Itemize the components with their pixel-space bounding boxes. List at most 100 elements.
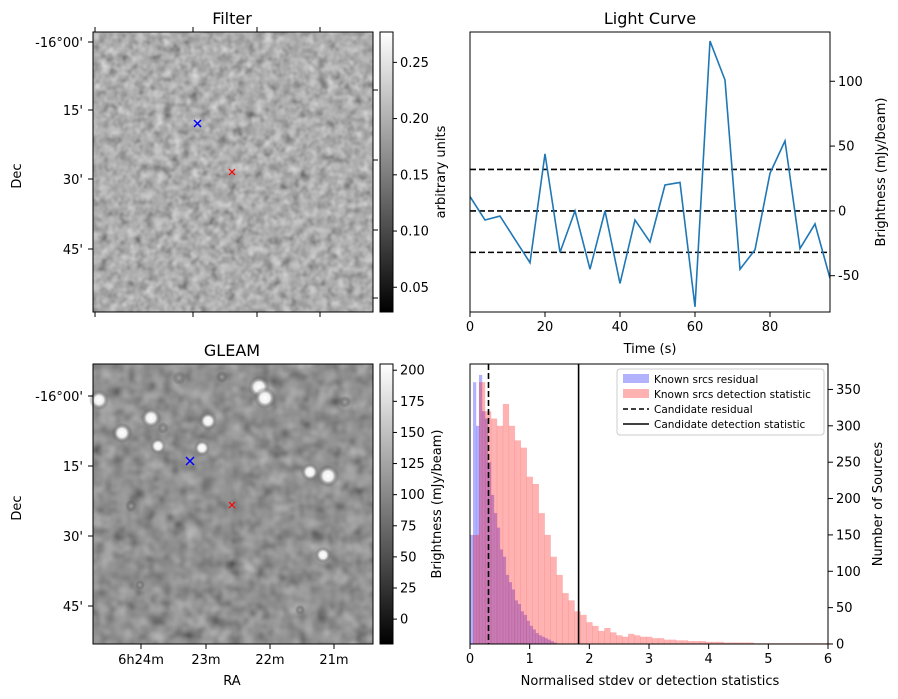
filter-dec-tick: -16°00' [35,36,83,51]
detection-bar [502,404,510,644]
gleam-colorbar-label: Brightness (mJy/beam) [430,430,445,579]
gleam-source [339,396,351,408]
y-tick-label: 0 [838,204,846,219]
detection-bar [687,641,695,644]
gleam-source [125,500,137,512]
colorbar-tick-label: 175 [400,395,425,410]
gleam-dec-tick: 30' [63,530,83,545]
gleam-ra-tick: 22m [255,653,284,668]
gleam-panel: GLEAM [10,341,445,689]
detection-bar [747,642,754,644]
colorbar-tick-label: 0.20 [400,112,429,127]
gleam-source [194,440,210,456]
gleam-source [295,605,305,615]
histogram-x-ticks: 0 1 2 3 4 5 6 [466,644,832,667]
filter-colorbar-ticks: 0.25 0.20 0.15 0.10 0.05 [393,56,429,296]
detection-bar [741,642,748,644]
detection-bar [544,534,551,644]
light-curve-title: Light Curve [604,9,696,28]
colorbar-tick-label: 50 [400,550,417,565]
gleam-source [89,390,109,410]
detection-bar [598,630,605,644]
x-tick-label: 0 [466,320,474,335]
residual-bar [470,534,474,644]
residual-bar [514,600,519,644]
x-tick-label: 3 [645,652,653,667]
detection-bar [616,635,623,644]
residual-bar [544,638,548,644]
x-tick-label: 60 [687,320,704,335]
x-tick-label: 5 [764,652,772,667]
gleam-source [141,408,161,428]
y-tick-label: 100 [838,75,863,90]
histogram-ylabel: Number of Sources [871,442,886,567]
colorbar-tick-label: 150 [400,426,425,441]
detection-bar [532,484,539,644]
y-tick-label: 200 [836,492,861,507]
detection-bar [669,639,677,644]
detection-bar [508,425,516,644]
histogram-bars [470,374,832,644]
legend-swatch-detection [623,389,649,398]
gleam-source [135,580,145,590]
residual-bar [478,374,483,644]
legend-label-candidate-detection: Candidate detection statistic [654,419,806,431]
x-tick-label: 80 [762,320,779,335]
residual-bar [547,639,551,644]
histogram-y-ticks: 0 50 100 150 200 250 300 350 [828,383,861,653]
gleam-ra-tick: 21m [319,653,348,668]
detection-bar [640,636,647,644]
detection-bar [586,622,593,644]
legend-swatch-residual [623,374,649,383]
gleam-source [317,465,339,487]
light-curve-panel: Light Curve 0 20 40 60 80 -50 0 50 100 Time (s)… [466,9,889,357]
x-tick-label: 0 [466,652,474,667]
legend-label-residual: Known srcs residual [654,374,758,386]
light-curve-xlabel: Time (s) [623,342,677,357]
detection-bar [610,632,617,644]
gleam-source [301,463,319,481]
detection-bar [478,382,486,644]
y-tick-label: 300 [836,419,861,434]
detection-bar [562,593,569,644]
histogram-candidate-lines [487,364,580,644]
residual-bar [517,604,522,644]
residual-bar [505,574,510,644]
x-tick-label: 4 [705,652,713,667]
detection-bar [472,534,480,644]
y-tick-label: 100 [836,565,861,580]
residual-bar [496,527,501,644]
gleam-dec-tick: -16°00' [35,390,83,405]
gleam-ra-tick: 23m [191,653,220,668]
colorbar-tick-label: 100 [400,488,425,503]
detection-bar [634,635,641,644]
detection-bar [556,574,563,644]
residual-bar [484,418,489,644]
detection-bar [550,556,557,644]
legend-label-candidate-residual: Candidate residual [654,404,753,416]
histogram-legend: Known srcs residual Known srcs detection… [616,368,825,436]
gleam-frame [92,363,374,645]
filter-dec-tick: 45' [63,243,83,258]
residual-bar [475,425,480,644]
colorbar-tick-label: 25 [400,582,417,597]
y-tick-label: 50 [838,140,855,155]
residual-bar [502,556,507,644]
residual-bar [532,629,536,644]
residual-bar [553,642,557,644]
detection-bar [651,638,659,644]
gleam-colorbar-ticks: 200 175 150 125 100 75 50 25 0 [393,364,425,628]
x-tick-label: 6 [824,652,832,667]
light-curve-y-ticks: -50 0 50 100 [830,75,863,284]
gleam-known-source-marker [185,456,195,466]
x-tick-label: 2 [585,652,593,667]
filter-candidate-marker [228,168,236,176]
filter-colorbar-label: arbitrary units [434,125,449,218]
residual-bar [511,589,516,644]
colorbar-tick-label: 0.05 [400,281,429,296]
gleam-source [157,422,169,434]
y-tick-label: 350 [836,383,861,398]
gleam-source [172,371,186,385]
filter-panel: Filter -16°00' 15' 30' 45' Dec 0.250.200… [10,9,449,317]
